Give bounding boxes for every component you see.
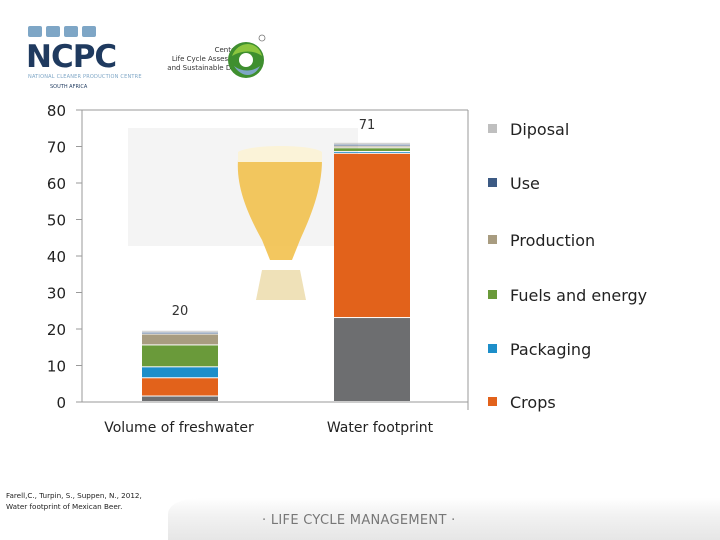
cloud-icon bbox=[82, 26, 96, 37]
y-tick-label: 10 bbox=[47, 358, 66, 376]
leaf-icon bbox=[46, 26, 60, 37]
bar-segment-fuels-and-energy bbox=[142, 345, 218, 367]
ncpc-logo: NCPC NATIONAL CLEANER PRODUCTION CENTRE … bbox=[24, 26, 142, 96]
bar-segment-use bbox=[334, 144, 410, 146]
legend-label: Packaging bbox=[510, 340, 591, 359]
ncpc-wordmark: NCPC bbox=[26, 39, 117, 75]
legend-label: Production bbox=[510, 231, 595, 250]
x-tick-labels: Volume of freshwater Water footprint bbox=[104, 420, 433, 436]
y-ticks: 0 10 20 30 40 50 60 70 80 bbox=[47, 102, 82, 412]
y-tick-label: 20 bbox=[47, 321, 66, 339]
legend: Diposal Use Production Fuels and energy Pack… bbox=[488, 120, 647, 412]
bar-segment-crops bbox=[142, 378, 218, 396]
bar-segment-fuels-and-energy bbox=[334, 148, 410, 151]
legend-swatch bbox=[488, 124, 497, 133]
y-tick-label: 60 bbox=[47, 175, 66, 193]
bar-segment-production bbox=[334, 146, 410, 148]
bar-segment-diposal bbox=[142, 330, 218, 332]
bar-segment-diposal bbox=[334, 142, 410, 144]
bars bbox=[142, 142, 410, 401]
bar-segment-crops bbox=[334, 153, 410, 318]
legend-swatch bbox=[488, 290, 497, 299]
bar-segment-raw-materials bbox=[334, 318, 410, 401]
bar-segment-packaging bbox=[142, 367, 218, 378]
x-tick-label: Water footprint bbox=[327, 420, 434, 436]
slide-header: NCPC NATIONAL CLEANER PRODUCTION CENTRE … bbox=[0, 0, 720, 100]
legend-label: Crops bbox=[510, 393, 556, 412]
legend-swatch bbox=[488, 344, 497, 353]
y-tick-label: 80 bbox=[47, 102, 66, 120]
ncpc-region: SOUTH AFRICA bbox=[50, 84, 88, 90]
bar-segment-production bbox=[142, 334, 218, 345]
footer-brand: · LIFE CYCLE MANAGEMENT · bbox=[262, 513, 456, 528]
bar-segment-raw-materials bbox=[142, 396, 218, 401]
globe-leaf-icon bbox=[228, 34, 266, 78]
y-tick-label: 70 bbox=[47, 139, 66, 157]
bar-segment-packaging bbox=[334, 151, 410, 153]
footer-band bbox=[168, 498, 720, 540]
ncpc-icon-strip bbox=[28, 26, 96, 38]
y-tick-label: 40 bbox=[47, 248, 66, 266]
y-tick-label: 50 bbox=[47, 212, 66, 230]
glass-illustration bbox=[128, 128, 358, 300]
drop-icon bbox=[64, 26, 78, 37]
reference-note: Farell,C., Turpin, S., Suppen, N., 2012,… bbox=[6, 491, 142, 511]
bar-total-label: 71 bbox=[359, 118, 376, 133]
x-tick-label: Volume of freshwater bbox=[104, 420, 254, 436]
legend-label: Use bbox=[510, 174, 540, 193]
bar-segment-use bbox=[142, 332, 218, 334]
factory-icon bbox=[28, 26, 42, 37]
legend-label: Diposal bbox=[510, 120, 569, 139]
legend-swatch bbox=[488, 178, 497, 187]
y-tick-label: 0 bbox=[56, 394, 66, 412]
legend-swatch bbox=[488, 397, 497, 406]
legend-swatch bbox=[488, 235, 497, 244]
y-tick-label: 30 bbox=[47, 285, 66, 303]
center-line-3: and Sustainable Design bbox=[167, 64, 250, 72]
bar-total-label: 20 bbox=[172, 304, 189, 319]
footer: · LIFE CYCLE MANAGEMENT · bbox=[168, 498, 720, 540]
legend-label: Fuels and energy bbox=[510, 286, 647, 305]
center-line-2: Life Cycle Assessment bbox=[171, 55, 250, 63]
ncpc-subtitle: NATIONAL CLEANER PRODUCTION CENTRE bbox=[28, 74, 142, 80]
